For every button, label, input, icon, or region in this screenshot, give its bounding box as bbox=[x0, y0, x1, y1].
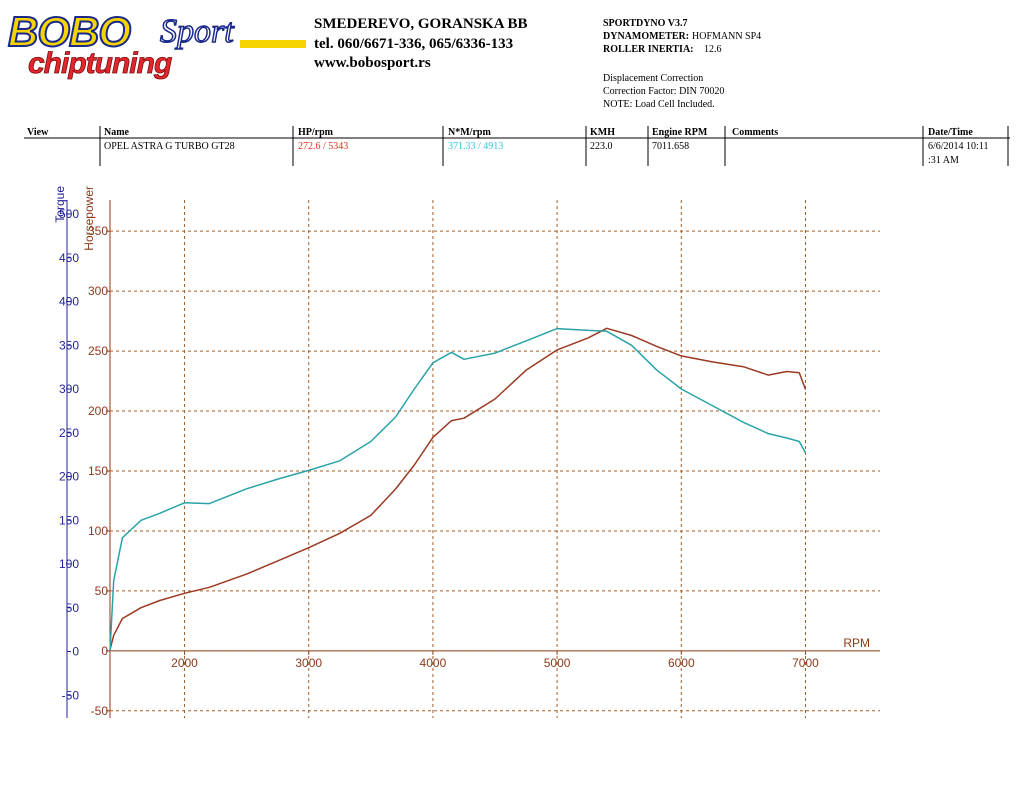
cell: OPEL ASTRA G TURBO GT28 bbox=[104, 141, 235, 152]
column-header: KMH bbox=[590, 127, 615, 138]
y-tick-label: 250 bbox=[88, 344, 108, 358]
run-table: View Name HP/rpm N*M/rpm KMH Engine RPM … bbox=[24, 126, 1010, 166]
info-value: HOFMANN SP4 bbox=[692, 31, 761, 42]
y-axis-title: Horsepower bbox=[82, 186, 96, 251]
y2-tick-label: 50 bbox=[66, 601, 80, 615]
cell: :31 AM bbox=[928, 155, 959, 166]
y-tick-label: 0 bbox=[101, 644, 108, 658]
column-header: Date/Time bbox=[928, 127, 973, 138]
cell: 7011.658 bbox=[652, 141, 689, 152]
y2-tick-label: 0 bbox=[72, 645, 79, 659]
y-tick-label: 200 bbox=[88, 404, 108, 418]
logo-tagline: chiptuning bbox=[28, 47, 172, 80]
info-label: ROLLER INERTIA: bbox=[603, 44, 694, 55]
cell: 6/6/2014 10:11 bbox=[928, 141, 988, 152]
y-tick-label: 350 bbox=[88, 224, 108, 238]
address: SMEDEREVO, GORANSKA BB tel. 060/6671-336… bbox=[314, 16, 528, 71]
column-header: Comments bbox=[732, 127, 778, 138]
column-header: N*M/rpm bbox=[448, 127, 491, 138]
cell: 371.33 / 4913 bbox=[448, 141, 503, 152]
cell: 223.0 bbox=[590, 141, 613, 152]
y-tick-label: 150 bbox=[88, 464, 108, 478]
logo-brand: BOBO bbox=[8, 8, 130, 55]
column-header: HP/rpm bbox=[298, 127, 334, 138]
note: Displacement Correction bbox=[603, 73, 703, 84]
column-header: Name bbox=[104, 127, 130, 138]
column-header: View bbox=[27, 127, 49, 138]
cell: 272.6 / 5343 bbox=[298, 141, 348, 152]
info-label: DYNAMOMETER: bbox=[603, 31, 689, 42]
y-tick-label: 50 bbox=[95, 584, 109, 598]
series-line bbox=[109, 327, 807, 651]
info-value: 12.6 bbox=[704, 44, 722, 55]
y-tick-label: -50 bbox=[91, 704, 109, 718]
series-line bbox=[109, 327, 807, 650]
dyno-chart: -50050100150200250300350-500501001502002… bbox=[53, 186, 880, 718]
logo-stripe bbox=[240, 40, 306, 48]
dyno-info: SPORTDYNO V3.7 DYNAMOMETER: HOFMANN SP4 … bbox=[603, 18, 761, 110]
column-header: Engine RPM bbox=[652, 127, 708, 138]
x-axis-title: RPM bbox=[843, 636, 870, 650]
note: Correction Factor: DIN 70020 bbox=[603, 86, 724, 97]
address-line: www.bobosport.rs bbox=[314, 55, 431, 71]
address-line: tel. 060/6671-336, 065/6336-133 bbox=[314, 36, 513, 52]
y-tick-label: 100 bbox=[88, 524, 108, 538]
y2-axis-title: Torque bbox=[53, 186, 67, 223]
logo: BOBO Sport chiptuning bbox=[7, 7, 306, 80]
logo-script: Sport bbox=[160, 13, 235, 50]
note: NOTE: Load Cell Included. bbox=[603, 99, 715, 110]
software: SPORTDYNO V3.7 bbox=[603, 18, 687, 29]
address-line: SMEDEREVO, GORANSKA BB bbox=[314, 16, 528, 32]
y-tick-label: 300 bbox=[88, 284, 108, 298]
